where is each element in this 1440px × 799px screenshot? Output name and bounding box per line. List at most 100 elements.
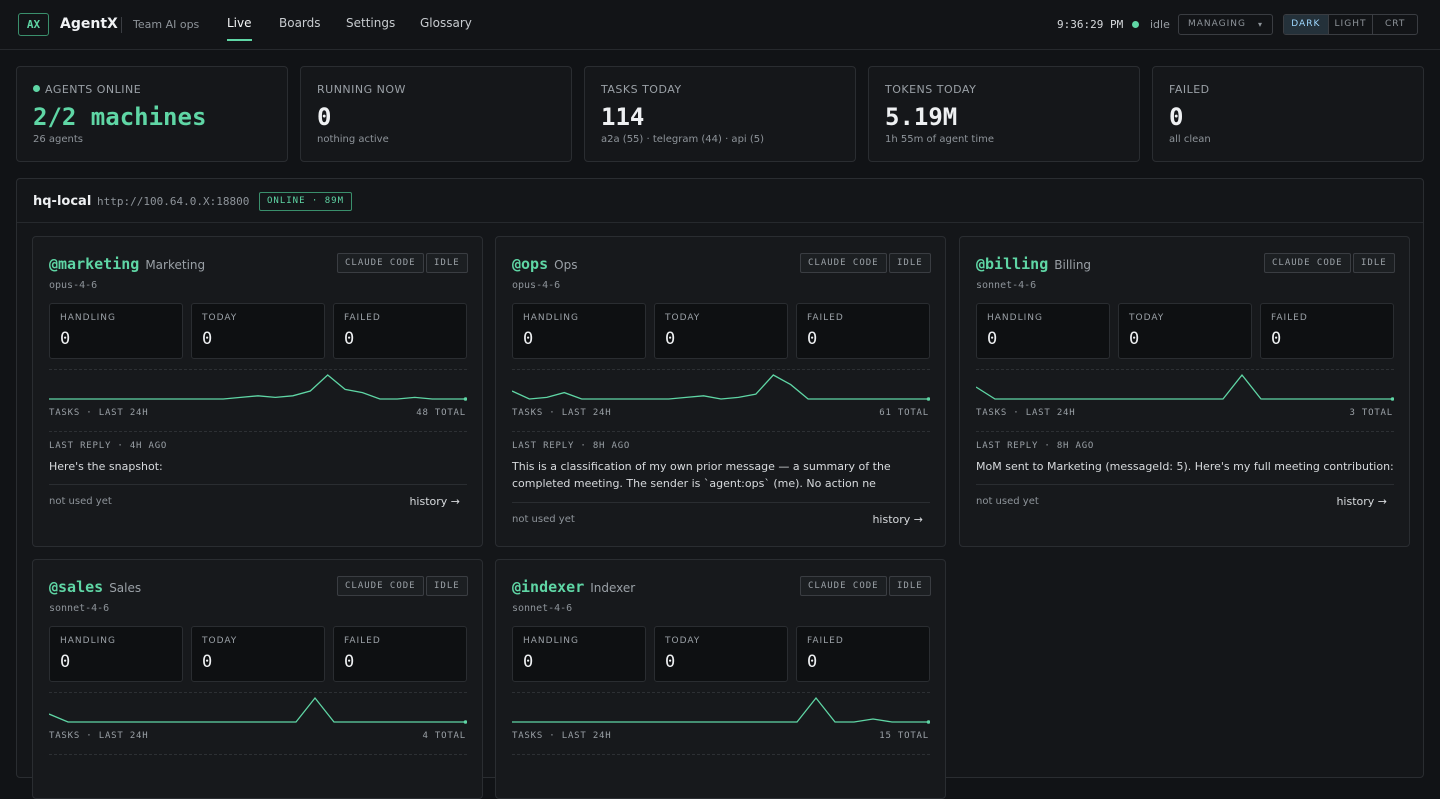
divider [512,431,930,432]
tasks-caption: TASKS · LAST 24H [976,408,1076,418]
metric-label: HANDLING [60,313,116,323]
history-link[interactable]: history → [409,495,460,508]
metric-value: 0 [665,329,676,349]
agent-handle[interactable]: @ops [512,255,549,273]
footer-note: not used yet [976,496,1039,507]
metric-failed: FAILED 0 [333,626,467,682]
theme-light-button[interactable]: LIGHT [1329,15,1374,34]
divider [976,484,1394,485]
sparkline-path [512,696,930,723]
sparkline-end-dot [926,720,930,724]
divider [512,502,930,503]
agent-model: opus-4-6 [512,280,561,291]
tasks-sparkline [49,374,467,401]
metric-failed: FAILED 0 [796,626,930,682]
last-reply-text: Here's the snapshot: [49,460,163,473]
tasks-total: 3 TOTAL [1349,408,1393,418]
history-link[interactable]: history → [1336,495,1387,508]
footer-note: not used yet [512,514,575,525]
metric-value: 0 [344,652,355,672]
machine-name: hq-local [33,194,92,209]
metric-label: FAILED [344,313,381,323]
tasks-total: 15 TOTAL [879,731,929,741]
machine-header: hq-local http://100.64.0.X:18800 ONLINE … [17,179,1423,223]
mode-select[interactable]: MANAGING ▾ [1178,14,1273,35]
metric-label: TODAY [1129,313,1165,323]
metric-value: 0 [523,329,534,349]
metric-today: TODAY 0 [654,626,788,682]
machine-panel: hq-local http://100.64.0.X:18800 ONLINE … [16,178,1424,799]
metric-handling: HANDLING 0 [49,626,183,682]
metric-label: HANDLING [60,636,116,646]
metric-label: TODAY [202,636,238,646]
clock: 9:36:29 PM [1057,18,1124,31]
metric-value: 0 [987,329,998,349]
metric-value: 0 [807,329,818,349]
theme-dark-button[interactable]: DARK [1284,15,1329,34]
metric-label: TODAY [665,313,701,323]
agent-role: Indexer [590,581,636,595]
chevron-down-icon: ▾ [1257,20,1263,29]
divider [976,369,1394,370]
brand-name: AgentX [60,16,118,32]
stat-sub: all clean [1169,134,1211,145]
mode-select-value: MANAGING [1188,19,1246,29]
divider [49,692,467,693]
tasks-sparkline [976,373,1394,401]
machine-url[interactable]: http://100.64.0.X:18800 [97,195,250,208]
metric-today: TODAY 0 [1118,303,1252,359]
tab-live[interactable]: Live [227,16,252,41]
theme-switcher: DARK LIGHT CRT [1283,14,1418,35]
last-reply-label: LAST REPLY · 8H AGO [976,441,1095,451]
sparkline-path [512,374,930,400]
metric-label: FAILED [344,636,381,646]
agent-handle[interactable]: @indexer [512,578,585,596]
metric-today: TODAY 0 [191,626,325,682]
state-tag: IDLE [889,253,931,273]
engine-tag: CLAUDE CODE [337,253,424,273]
state-tag: IDLE [1353,253,1395,273]
tab-boards[interactable]: Boards [279,16,321,30]
stat-value: 2/2 machines [33,103,207,131]
agent-card-indexer: @indexer Indexer CLAUDE CODE IDLE sonnet-… [495,559,946,799]
agent-handle[interactable]: @sales [49,578,104,596]
stat-value: 0 [317,103,332,131]
metric-label: HANDLING [987,313,1043,323]
sparkline-path [49,374,467,400]
stat-value: 5.19M [885,103,958,131]
status-dot-icon [1132,21,1139,28]
metric-value: 0 [202,652,213,672]
agent-role: Sales [109,581,142,595]
divider [512,754,930,755]
agent-role: Billing [1054,258,1092,272]
agent-card-billing: @billing Billing CLAUDE CODE IDLE sonnet-… [959,236,1410,547]
state-tag: IDLE [889,576,931,596]
brand-divider [121,17,122,33]
sparkline-end-dot [1390,397,1394,401]
agent-handle[interactable]: @billing [976,255,1049,273]
history-link[interactable]: history → [872,513,923,526]
engine-tag: CLAUDE CODE [800,576,887,596]
divider [49,431,467,432]
metric-value: 0 [60,652,71,672]
stat-label: TASKS TODAY [601,83,682,96]
last-reply-text: This is a classification of my own prior… [512,460,891,490]
theme-crt-button[interactable]: CRT [1384,19,1406,29]
metric-today: TODAY 0 [654,303,788,359]
stat-failed: FAILED 0 all clean [1152,66,1424,162]
tasks-total: 48 TOTAL [416,408,466,418]
tab-glossary[interactable]: Glossary [420,16,472,30]
agent-card-sales: @sales Sales CLAUDE CODE IDLE sonnet-4-6 … [32,559,483,799]
online-dot-icon [33,85,40,92]
metric-failed: FAILED 0 [1260,303,1394,359]
stat-sub: 1h 55m of agent time [885,134,994,145]
tab-settings[interactable]: Settings [346,16,396,30]
footer-note: not used yet [49,496,112,507]
tasks-sparkline [49,696,467,724]
metric-handling: HANDLING 0 [49,303,183,359]
metric-value: 0 [1129,329,1140,349]
tasks-sparkline [512,696,930,724]
divider [512,692,930,693]
metric-label: FAILED [1271,313,1308,323]
agent-handle[interactable]: @marketing [49,255,140,273]
